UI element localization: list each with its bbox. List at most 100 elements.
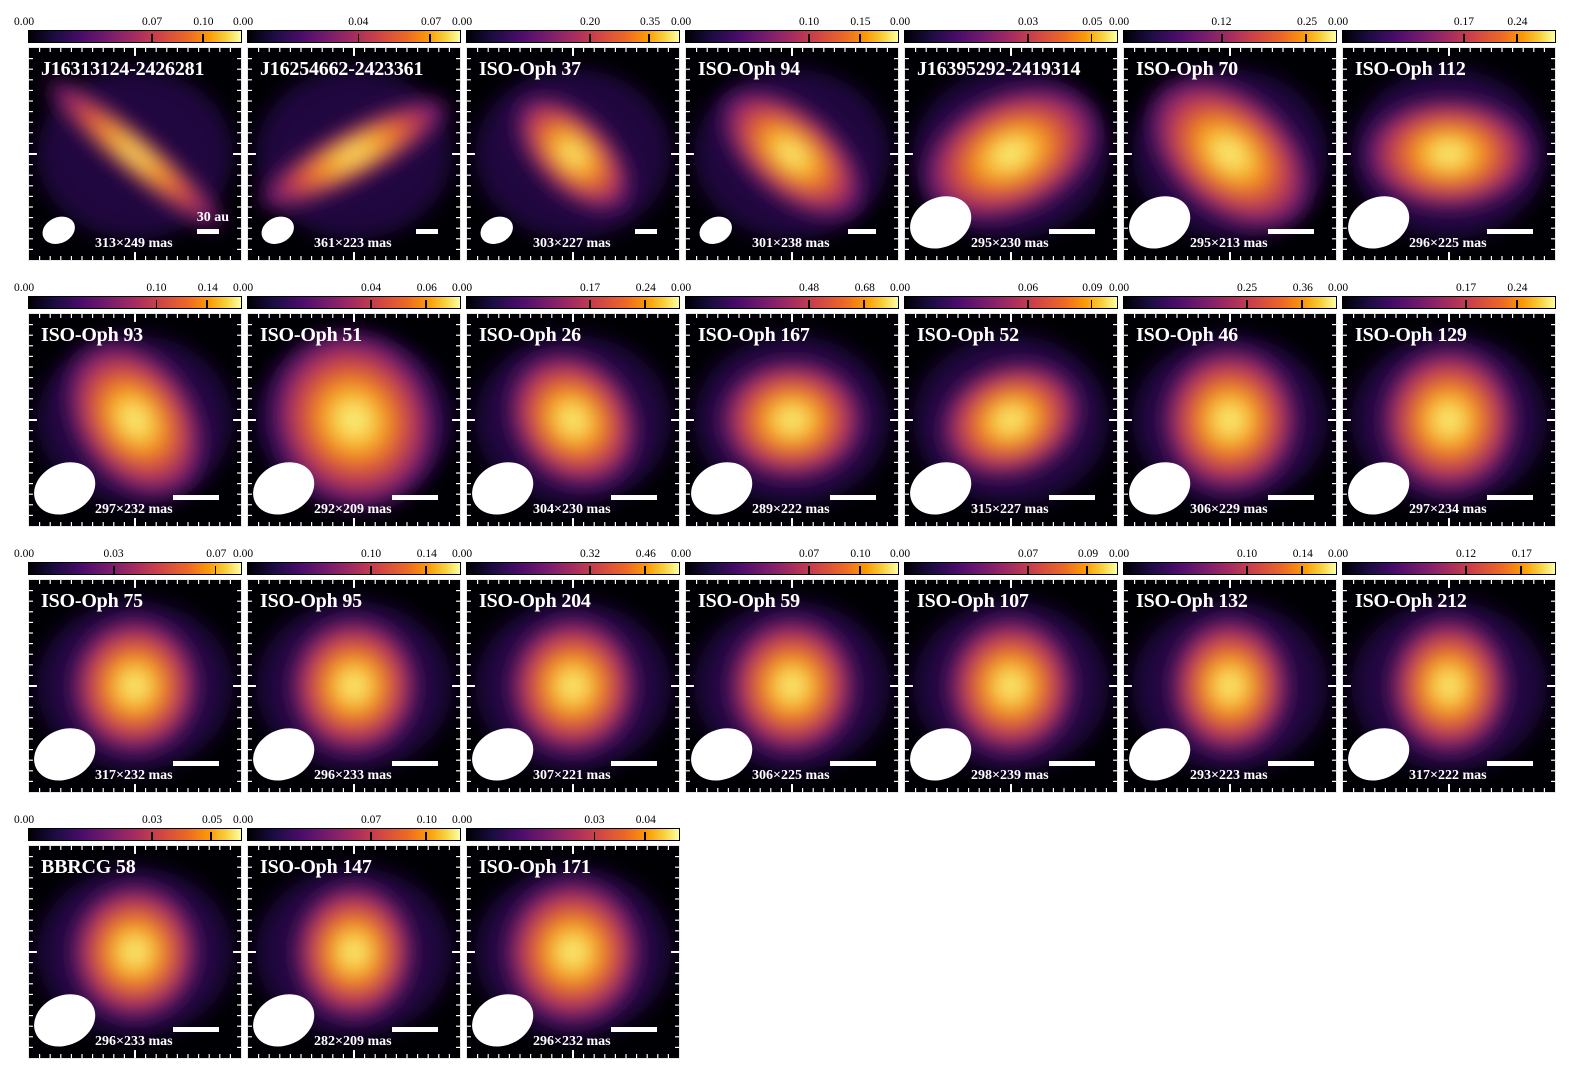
disk-image: ISO-Oph 212 317×222 mas: [1342, 579, 1556, 793]
colorbar-tick: [1246, 566, 1248, 574]
beam-ellipse: [472, 462, 534, 515]
disk-emission: [290, 879, 418, 1025]
colorbar-tick: [1465, 566, 1467, 574]
colorbar-min-label: 0.00: [233, 16, 254, 28]
colorbar-mid-label: 0.17: [580, 282, 601, 294]
beam-size-label: 317×222 mas: [1409, 768, 1487, 783]
disk-image: J16254662-2423361 361×223 mas: [247, 47, 461, 261]
colorbar-tick: [808, 300, 810, 308]
image-panel: 0.00 0.07 0.10 ISO-Oph 147 282×209 mas: [233, 812, 463, 1074]
disk-emission: [943, 613, 1079, 759]
disk-emission: [936, 358, 1086, 482]
colorbar-tick: [425, 300, 427, 308]
disk-emission: [255, 96, 453, 212]
image-panel: 0.00 0.06 0.09 ISO-Oph 52 315×227 mas: [890, 280, 1120, 542]
source-name: ISO-Oph 26: [479, 324, 581, 346]
colorbar-min-label: 0.00: [233, 282, 254, 294]
colorbar-tick: [644, 566, 646, 574]
colorbar-mid-label: 0.07: [142, 16, 163, 28]
colorbar-max-label: 0.25: [1296, 16, 1318, 28]
disk-image: ISO-Oph 167 289×222 mas: [685, 313, 899, 527]
colorbar-min-label: 0.00: [14, 814, 35, 826]
colorbar-labels: 0.00 0.12 0.17: [1328, 548, 1558, 562]
source-name: ISO-Oph 52: [917, 324, 1019, 346]
colorbar-tick: [1301, 566, 1303, 574]
colorbar-mid-label: 0.25: [1237, 282, 1258, 294]
source-name: ISO-Oph 167: [698, 324, 810, 346]
colorbar-tick: [370, 566, 372, 574]
colorbar-labels: 0.00 0.03 0.05: [14, 814, 244, 828]
disk-emission: [62, 338, 208, 502]
colorbar-mid-label: 0.03: [103, 548, 124, 560]
beam-ellipse: [1348, 462, 1410, 515]
colorbar-tick: [589, 566, 591, 574]
colorbar-tick: [1246, 300, 1248, 308]
colorbar-min-label: 0.00: [1109, 16, 1130, 28]
disk-emission: [1376, 343, 1522, 497]
colorbar-mid-label: 0.32: [580, 548, 601, 560]
beam-ellipse: [34, 994, 96, 1047]
colorbar-tick: [589, 34, 591, 42]
image-panel: 0.00 0.10 0.14 ISO-Oph 132 293×223 mas: [1109, 546, 1339, 808]
source-name: ISO-Oph 204: [479, 590, 591, 612]
colorbar-tick: [155, 300, 158, 308]
colorbar: [904, 562, 1118, 575]
source-name: J16254662-2423361: [260, 58, 424, 80]
colorbar-min-label: 0.00: [890, 282, 911, 294]
colorbar-min-label: 0.00: [1328, 548, 1349, 560]
colorbar: [904, 296, 1118, 309]
scale-bar: [1049, 229, 1095, 234]
colorbar-tick: [425, 832, 427, 840]
colorbar-tick: [210, 832, 212, 840]
colorbar-min-label: 0.00: [233, 814, 254, 826]
colorbar-mid-label: 0.06: [1018, 282, 1039, 294]
colorbar: [247, 30, 461, 43]
colorbar-labels: 0.00 0.17 0.24: [452, 282, 682, 296]
beam-ellipse: [910, 728, 972, 781]
image-panel: 0.00 0.03 0.05 BBRCG 58 296×233 mas: [14, 812, 244, 1074]
colorbar-labels: 0.00 0.10 0.15: [671, 16, 901, 30]
colorbar-tick: [859, 566, 861, 574]
colorbar-labels: 0.00 0.48 0.68: [671, 282, 901, 296]
colorbar-mid-label: 0.20: [580, 16, 601, 28]
colorbar-max-label: 0.14: [197, 282, 218, 294]
colorbar-labels: 0.00 0.03 0.07: [14, 548, 244, 562]
colorbar-max-label: 0.05: [1082, 16, 1103, 28]
colorbar-tick: [1221, 34, 1223, 42]
beam-ellipse: [253, 462, 315, 515]
colorbar-max-label: 0.14: [416, 548, 437, 560]
colorbar-min-label: 0.00: [14, 548, 35, 560]
colorbar-max-label: 0.07: [206, 548, 227, 560]
disk-image: ISO-Oph 70 295×213 mas: [1123, 47, 1337, 261]
disk-emission: [715, 356, 869, 484]
colorbar: [1342, 562, 1556, 575]
colorbar: [1342, 296, 1556, 309]
beam-size-label: 303×227 mas: [533, 236, 611, 251]
colorbar-tick: [370, 300, 372, 308]
colorbar: [1342, 30, 1556, 43]
colorbar-labels: 0.00 0.10 0.14: [1109, 548, 1339, 562]
beam-size-label: 307×221 mas: [533, 768, 611, 783]
colorbar-tick: [593, 832, 596, 840]
scale-bar: [173, 1027, 219, 1032]
colorbar: [685, 30, 899, 43]
beam-size-label: 297×232 mas: [95, 502, 173, 517]
colorbar-tick: [1520, 566, 1522, 574]
disk-image: ISO-Oph 204 307×221 mas: [466, 579, 680, 793]
colorbar-max-label: 0.04: [635, 814, 656, 826]
colorbar-tick: [206, 300, 208, 308]
source-name: ISO-Oph 59: [698, 590, 800, 612]
disk-emission: [1359, 94, 1539, 214]
colorbar-tick: [1465, 300, 1467, 308]
beam-size-label: 282×209 mas: [314, 1034, 392, 1049]
disk-image: BBRCG 58 296×233 mas: [28, 845, 242, 1059]
disk-image: ISO-Oph 129 297×234 mas: [1342, 313, 1556, 527]
colorbar: [466, 30, 680, 43]
colorbar-max-label: 0.07: [420, 16, 442, 28]
disk-emission: [503, 348, 643, 492]
colorbar-tick: [1086, 566, 1088, 574]
colorbar-min-label: 0.00: [452, 282, 473, 294]
beam-ellipse: [34, 462, 96, 515]
colorbar-mid-label: 0.10: [361, 548, 382, 560]
source-name: BBRCG 58: [41, 856, 136, 878]
